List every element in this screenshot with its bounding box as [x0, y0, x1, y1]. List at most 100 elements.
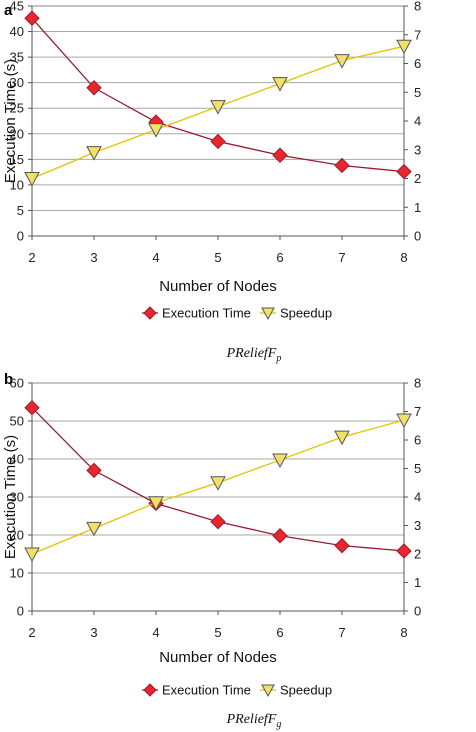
y-tick-right-label: 7 [414, 27, 421, 42]
x-tick-label: 6 [276, 625, 283, 640]
execution-time-point [24, 399, 40, 416]
y-tick-left-label: 20 [10, 126, 24, 141]
legend: Execution Time Speedup [142, 306, 332, 321]
x-tick-label: 8 [400, 625, 407, 640]
speedup-point [210, 100, 226, 115]
y-tick-right-label: 5 [414, 461, 421, 476]
x-axis-title: Number of Nodes [159, 278, 277, 295]
y-tick-right-label: 6 [414, 56, 421, 71]
x-tick-label: 5 [214, 625, 221, 640]
y-tick-right-label: 1 [414, 575, 421, 590]
legend-label-execution-time: Execution Time [162, 683, 251, 698]
speedup-point [86, 521, 102, 537]
y-tick-right-label: 3 [414, 518, 421, 533]
y-tick-right-label: 2 [414, 171, 421, 186]
legend-marker-execution-time [143, 683, 157, 697]
execution-time-point [86, 80, 102, 96]
x-tick-label: 3 [90, 625, 97, 640]
y-tick-left-label: 20 [10, 528, 24, 543]
y-tick-left-label: 5 [17, 203, 24, 218]
y-tick-left-label: 15 [10, 152, 24, 167]
y-tick-left-label: 50 [10, 414, 24, 429]
panel-caption: PReliefFp [226, 346, 282, 364]
y-tick-left-label: 45 [10, 0, 24, 14]
x-tick-label: 2 [28, 250, 35, 265]
execution-time-point [334, 537, 350, 554]
x-tick-label: 6 [276, 250, 283, 265]
y-tick-left-label: 40 [10, 452, 24, 467]
speedup-point [86, 146, 102, 161]
y-tick-left-label: 60 [10, 376, 24, 391]
execution-time-point [272, 147, 288, 163]
plot-frame [31, 5, 405, 237]
y-tick-left-label: 0 [17, 604, 24, 619]
execution-time-point [210, 133, 226, 150]
y-tick-left-label: 30 [10, 490, 24, 505]
speedup-point [334, 54, 350, 69]
x-axis-title: Number of Nodes [159, 649, 277, 666]
caption-subscript: p [275, 353, 281, 364]
speedup-point [24, 172, 40, 187]
y-tick-right-label: 8 [414, 0, 421, 14]
speedup-point [24, 547, 40, 563]
speedup-point [334, 430, 350, 446]
y-tick-right-label: 3 [414, 142, 421, 157]
speedup-point [396, 39, 412, 55]
execution-time-point [210, 513, 226, 530]
y-tick-left-label: 35 [10, 50, 24, 65]
y-tick-left-label: 30 [10, 75, 24, 90]
y-tick-left-label: 25 [10, 101, 24, 116]
legend-marker-speedup [261, 684, 275, 698]
execution-time-point [24, 10, 40, 26]
speedup-point [272, 453, 288, 469]
caption-text: PReliefF [226, 712, 277, 727]
y-tick-left-label: 40 [10, 24, 24, 39]
y-tick-right-label: 8 [414, 376, 421, 391]
execution-time-point [272, 528, 288, 544]
panel-label: b [4, 371, 13, 388]
y-tick-right-label: 1 [414, 200, 421, 215]
execution-time-point [396, 163, 412, 180]
legend-label-speedup: Speedup [280, 683, 332, 698]
panel-label: a [4, 2, 13, 19]
caption-text: PReliefF [226, 346, 277, 361]
x-tick-label: 7 [338, 250, 345, 265]
legend-label-speedup: Speedup [280, 306, 332, 321]
speedup-point [148, 496, 164, 511]
x-tick-label: 8 [400, 250, 407, 265]
caption-subscript: g [276, 719, 281, 730]
y-tick-right-label: 5 [414, 85, 421, 100]
x-tick-label: 4 [152, 250, 159, 265]
execution-time-point [334, 157, 350, 174]
y-axis-title-left: Execution Time (s) [2, 435, 19, 559]
speedup-point [396, 413, 412, 429]
legend-marker-speedup [261, 307, 275, 321]
x-tick-label: 5 [214, 250, 221, 265]
speedup-point [272, 77, 288, 92]
y-tick-left-label: 10 [10, 566, 24, 581]
legend-marker-execution-time [143, 306, 157, 320]
x-tick-label: 2 [28, 625, 35, 640]
legend-label-execution-time: Execution Time [162, 306, 251, 321]
y-tick-right-label: 6 [414, 433, 421, 448]
y-tick-right-label: 0 [414, 604, 421, 619]
legend: Execution Time Speedup [142, 683, 332, 698]
execution-time-point [86, 462, 102, 479]
y-axis-title-left: Execution Time (s) [2, 59, 19, 183]
y-tick-right-label: 2 [414, 547, 421, 562]
y-tick-right-label: 0 [414, 229, 421, 244]
x-tick-label: 4 [152, 625, 159, 640]
y-tick-right-label: 4 [414, 490, 421, 505]
execution-time-point [396, 543, 412, 559]
y-tick-right-label: 7 [414, 404, 421, 419]
speedup-point [148, 123, 164, 138]
panel-caption: PReliefFg [226, 712, 282, 730]
chart-panel-b: b 0 10 20 30 40 50 60 0 1 2 3 4 5 6 7 8 2 3 4 5 6 7 8 Number of … [2, 371, 421, 730]
x-tick-label: 7 [338, 625, 345, 640]
y-tick-right-label: 4 [414, 114, 421, 129]
speedup-point [210, 476, 226, 491]
x-tick-label: 3 [90, 250, 97, 265]
y-tick-left-label: 0 [17, 229, 24, 244]
